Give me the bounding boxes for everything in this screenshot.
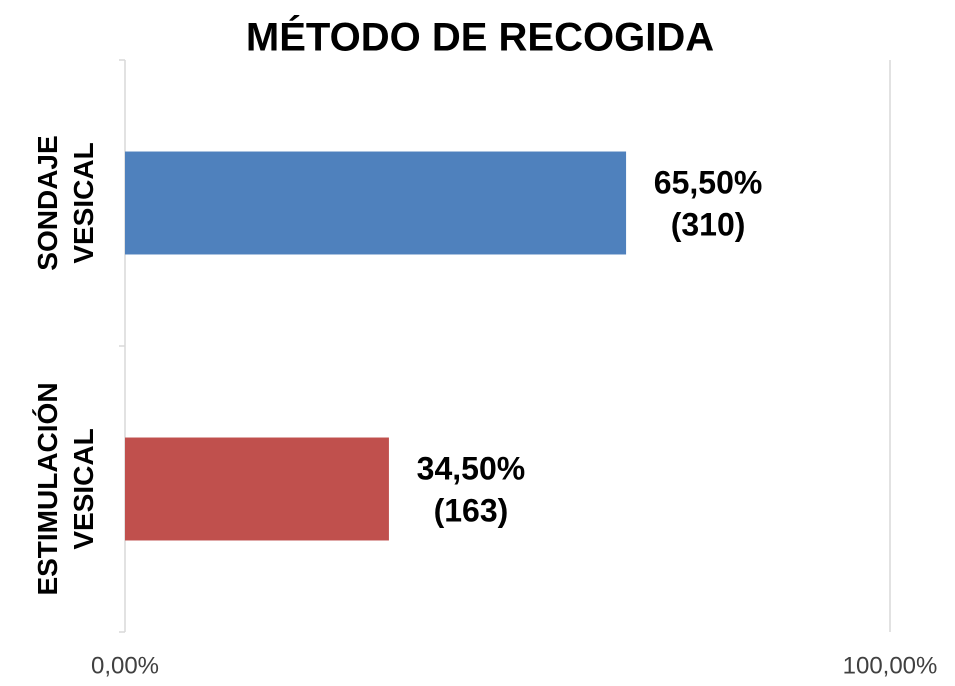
y-tick-label: ESTIMULACIÓN VESICAL xyxy=(32,382,99,595)
value-label: 65,50% xyxy=(654,164,763,200)
category-line: ESTIMULACIÓN xyxy=(32,382,63,595)
chart-title: MÉTODO DE RECOGIDA xyxy=(246,15,714,60)
count-label: (163) xyxy=(434,492,509,528)
x-tick-label: 0,00% xyxy=(91,652,159,679)
count-label: (310) xyxy=(671,206,746,242)
category-line: VESICAL xyxy=(68,428,99,549)
category-line: SONDAJE xyxy=(32,135,63,270)
y-tick-label: SONDAJE VESICAL xyxy=(32,135,99,270)
value-label: 34,50% xyxy=(417,450,526,486)
bar xyxy=(125,437,389,541)
x-tick-label: 100,00% xyxy=(843,652,938,679)
category-line: VESICAL xyxy=(68,142,99,263)
bar xyxy=(125,151,627,255)
